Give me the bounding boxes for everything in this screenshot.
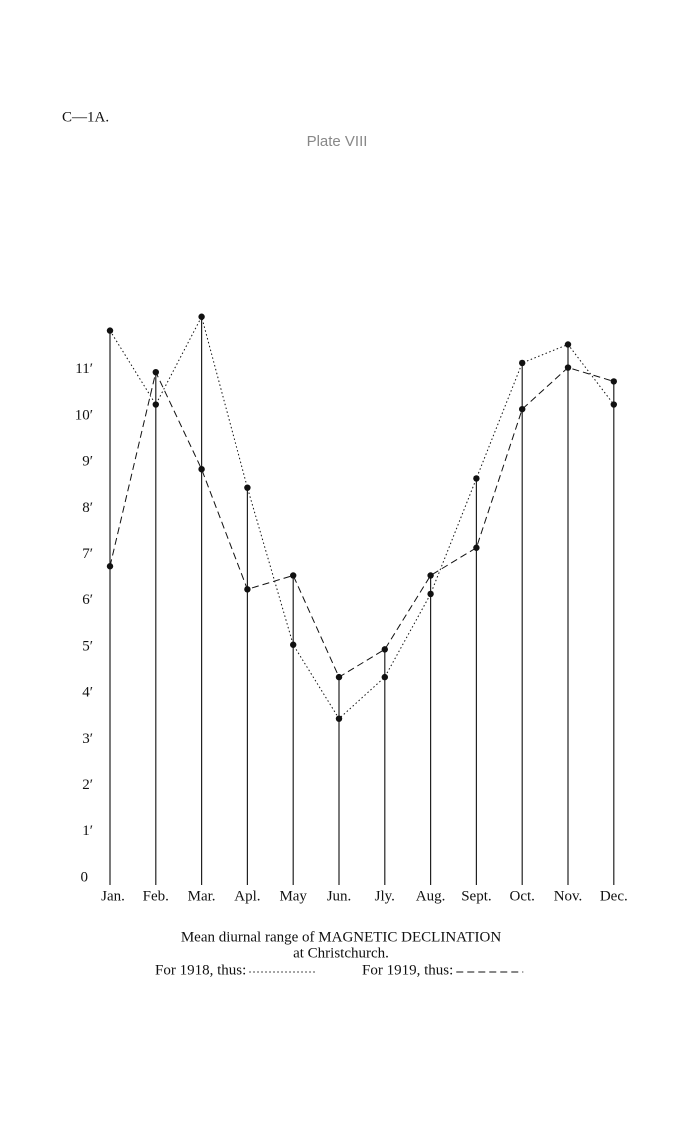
x-tick-label: Mar. xyxy=(188,888,216,904)
legend-label: For 1918, thus: xyxy=(155,962,246,978)
x-tick-label: Dec. xyxy=(600,888,628,904)
point xyxy=(198,466,205,473)
series-line xyxy=(109,315,615,720)
point xyxy=(519,359,526,367)
x-tick-label: Oct. xyxy=(509,888,534,904)
x-tick-label: Jan. xyxy=(101,888,125,904)
plate-label: Plate VIII xyxy=(307,133,368,150)
y-tick-label: 9′ xyxy=(82,454,93,470)
x-tick-label: May xyxy=(279,888,307,904)
point xyxy=(152,401,159,408)
point xyxy=(427,590,434,598)
x-tick-label: Aug. xyxy=(416,888,446,904)
y-tick-label: 11′ xyxy=(75,361,93,377)
point xyxy=(381,673,388,681)
point xyxy=(427,572,434,579)
x-tick-label: Feb. xyxy=(143,888,169,904)
page-code: C—1A. xyxy=(62,109,109,125)
point xyxy=(564,364,572,371)
point xyxy=(106,563,114,570)
legend-label: For 1919, thus: xyxy=(362,962,453,978)
point xyxy=(564,341,572,348)
y-tick-label: 2′ xyxy=(82,777,93,793)
y-tick-label: 6′ xyxy=(82,592,93,608)
y-tick-label: 8′ xyxy=(82,500,93,516)
y-tick-label: 10′ xyxy=(75,407,93,423)
point xyxy=(106,327,114,334)
point xyxy=(198,313,205,320)
point xyxy=(610,378,617,385)
x-tick-label: Sept. xyxy=(461,888,491,904)
point xyxy=(335,673,343,681)
y-tick-label: 5′ xyxy=(82,638,93,654)
point xyxy=(473,475,480,482)
point xyxy=(519,405,526,413)
point xyxy=(244,484,251,491)
point xyxy=(381,646,388,653)
y-tick-label: 0 xyxy=(81,869,89,885)
point xyxy=(290,572,297,579)
chart-title: Mean diurnal range of MAGNETIC DECLINATI… xyxy=(181,929,502,945)
point xyxy=(244,586,251,593)
point xyxy=(290,641,297,648)
x-tick-label: Apl. xyxy=(234,888,260,904)
chart-subtitle: at Christchurch. xyxy=(293,945,389,961)
y-tick-label: 1′ xyxy=(82,823,93,839)
y-tick-label: 7′ xyxy=(82,546,93,562)
x-tick-label: Jly. xyxy=(375,888,395,904)
series-line xyxy=(109,366,614,678)
point xyxy=(610,401,617,408)
point xyxy=(335,715,343,722)
y-tick-label: 4′ xyxy=(82,685,93,701)
point xyxy=(152,368,159,376)
x-tick-label: Jun. xyxy=(327,888,352,904)
x-tick-label: Nov. xyxy=(554,888,583,904)
y-tick-label: 3′ xyxy=(82,731,93,747)
point xyxy=(473,544,480,551)
